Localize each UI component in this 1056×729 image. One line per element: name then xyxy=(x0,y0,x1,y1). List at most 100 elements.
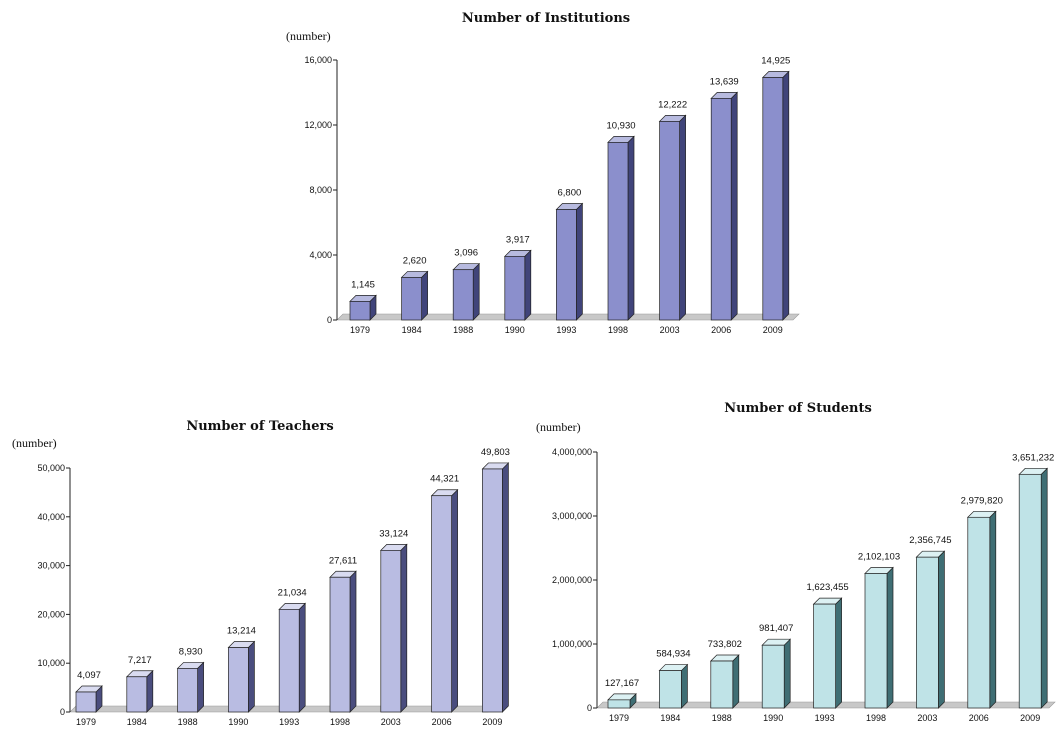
bar-side xyxy=(421,270,428,321)
bar-side xyxy=(681,663,688,709)
bar-side xyxy=(783,638,791,709)
bar-side xyxy=(1040,467,1048,709)
bar xyxy=(278,609,300,713)
y-tick-label: 4,000 xyxy=(309,250,332,260)
data-label: 3,651,232 xyxy=(1012,452,1054,463)
y-tick-label: 50,000 xyxy=(37,463,65,473)
x-category-label: 2003 xyxy=(660,325,680,335)
y-tick-label: 10,000 xyxy=(37,658,65,668)
chart-title: Number of Students xyxy=(724,401,872,416)
bar-side xyxy=(298,602,306,713)
bar xyxy=(177,668,198,713)
bar xyxy=(431,495,452,713)
bar xyxy=(659,121,680,321)
y-tick-label: 3,000,000 xyxy=(552,511,592,521)
x-category-label: 1979 xyxy=(350,325,370,335)
y-tick-label: 30,000 xyxy=(37,561,65,571)
data-label: 13,214 xyxy=(227,626,256,637)
bar xyxy=(710,660,734,709)
bar xyxy=(607,699,631,709)
y-tick-label: 0 xyxy=(587,703,592,713)
bar-side xyxy=(679,114,686,321)
x-category-label: 2006 xyxy=(711,325,731,335)
bar xyxy=(813,603,836,709)
x-category-label: 1998 xyxy=(866,713,886,723)
data-label: 13,639 xyxy=(710,76,739,87)
data-label: 3,917 xyxy=(506,234,530,245)
y-unit-label: (number) xyxy=(12,436,57,450)
bar-side xyxy=(732,654,740,709)
x-category-label: 1988 xyxy=(178,717,198,727)
bar xyxy=(967,516,991,709)
y-tick-label: 8,000 xyxy=(309,185,332,195)
data-label: 7,217 xyxy=(128,655,152,666)
x-category-label: 1988 xyxy=(712,713,732,723)
data-label: 44,321 xyxy=(430,474,459,485)
chart-title: Number of Institutions xyxy=(462,11,630,26)
bar xyxy=(710,98,732,321)
x-category-label: 1984 xyxy=(402,325,422,335)
y-tick-label: 0 xyxy=(327,315,332,325)
bar xyxy=(75,691,97,713)
data-label: 3,096 xyxy=(454,248,478,259)
chart-title: Number of Teachers xyxy=(186,419,333,434)
data-label: 33,124 xyxy=(379,528,408,539)
bar xyxy=(329,576,351,713)
bar xyxy=(380,550,402,713)
x-category-label: 1988 xyxy=(453,325,473,335)
data-label: 2,620 xyxy=(403,255,427,266)
y-tick-label: 2,000,000 xyxy=(552,575,592,585)
data-label: 27,611 xyxy=(329,555,357,566)
bar xyxy=(659,670,682,709)
bar xyxy=(504,255,526,321)
institutions-chart: Number of Institutions (number) 0 4,000 8,… xyxy=(286,11,800,335)
x-category-label: 1998 xyxy=(330,717,350,727)
bar xyxy=(452,269,474,321)
bar-side xyxy=(472,262,480,321)
data-label: 2,356,745 xyxy=(909,535,951,546)
bar-side xyxy=(197,661,204,713)
x-category-label: 1984 xyxy=(127,717,147,727)
x-category-label: 1984 xyxy=(660,713,680,723)
x-category-label: 1993 xyxy=(556,325,576,335)
data-label: 6,800 xyxy=(558,188,582,199)
bar-side xyxy=(627,135,635,321)
bar xyxy=(228,647,249,713)
bar-side xyxy=(524,249,532,321)
y-unit-label: (number) xyxy=(286,29,331,43)
data-label: 10,930 xyxy=(606,120,635,131)
bar xyxy=(762,77,784,321)
bar-side xyxy=(248,640,255,713)
x-category-label: 2006 xyxy=(432,717,452,727)
bar xyxy=(482,468,503,713)
data-label: 8,930 xyxy=(179,646,203,657)
bar xyxy=(556,209,577,321)
x-category-label: 1998 xyxy=(608,325,628,335)
bar xyxy=(761,644,785,709)
data-label: 12,222 xyxy=(658,99,687,110)
bar-side xyxy=(146,669,154,713)
x-category-label: 1993 xyxy=(279,717,299,727)
bar-side xyxy=(730,91,738,321)
data-label: 127,167 xyxy=(605,678,639,689)
bar-side xyxy=(576,202,583,321)
y-tick-label: 1,000,000 xyxy=(552,639,592,649)
bar-side xyxy=(886,566,894,709)
bar xyxy=(1018,473,1042,709)
teachers-chart: Number of Teachers (number) 0 10,000 20,00… xyxy=(12,419,510,727)
y-tick-label: 4,000,000 xyxy=(552,447,592,457)
bar xyxy=(864,573,888,709)
y-unit-label: (number) xyxy=(536,420,581,434)
bar-side xyxy=(502,462,509,713)
students-chart: Number of Students (number) 0 1,000,000 2,… xyxy=(536,401,1056,723)
x-category-label: 2006 xyxy=(969,713,989,723)
data-label: 2,102,103 xyxy=(858,551,900,562)
x-category-label: 2009 xyxy=(763,325,783,335)
y-tick-label: 40,000 xyxy=(37,512,65,522)
x-category-label: 1990 xyxy=(228,717,248,727)
data-label: 21,034 xyxy=(278,587,307,598)
x-category-label: 1979 xyxy=(76,717,96,727)
bar-side xyxy=(400,543,408,713)
data-label: 1,623,455 xyxy=(806,582,848,593)
